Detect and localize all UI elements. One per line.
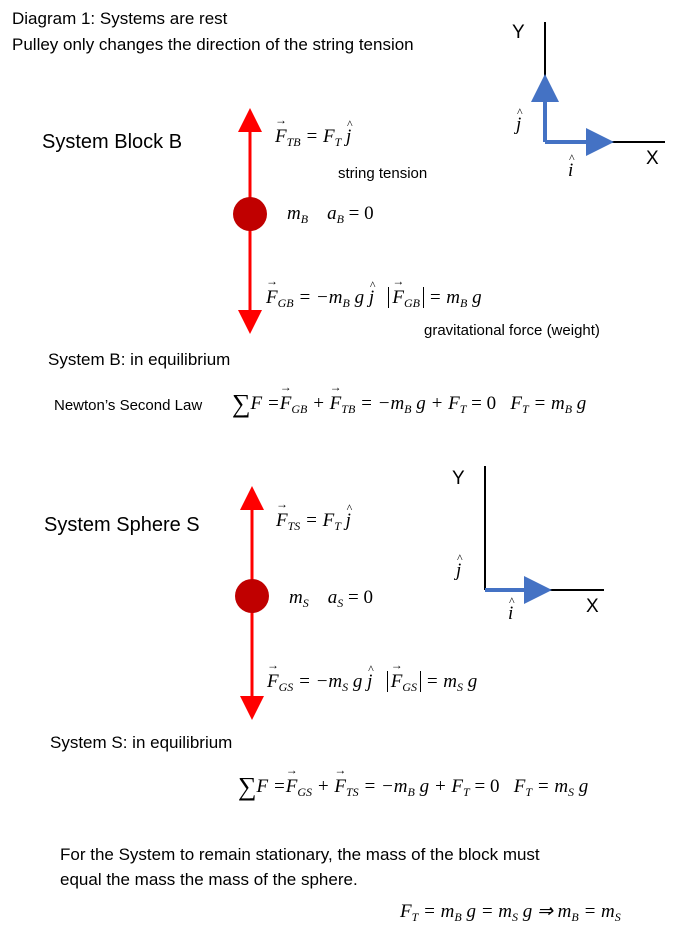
sphere-mass-accel: mS aS = 0 (289, 587, 373, 610)
final-equation: FT = mB g = mS g ⇒ mB = mS (400, 901, 621, 924)
bottom-y-label: Y (452, 468, 465, 489)
top-j-hat-label: j (516, 105, 523, 136)
sphere-tension-equation: FTS = FT j (276, 497, 353, 532)
block-system-title: System Block B (42, 131, 183, 153)
top-i-hat-label: i (568, 151, 575, 182)
sphere-weight-equation: FGS = −mS g j FGS = mS g (267, 658, 477, 693)
block-tension-equation: FTB = FT j (275, 113, 353, 148)
block-mass-accel: mB aB = 0 (287, 203, 374, 226)
block-equilibrium-heading: System B: in equilibrium (48, 350, 231, 369)
block-weight-note: gravitational force (weight) (424, 322, 600, 339)
conclusion-line-2: equal the mass the mass of the sphere. (60, 870, 358, 889)
conclusion-line-1: For the System to remain stationary, the… (60, 845, 540, 864)
sphere-equilibrium-heading: System S: in equilibrium (50, 733, 233, 752)
block-sum-equation: ∑F =FGB + FTB = −mB g + FT = 0 FT = mB g (232, 380, 586, 419)
bottom-x-label: X (586, 596, 599, 617)
header-line-2: Pulley only changes the direction of the… (12, 35, 414, 54)
block-tension-note: string tension (338, 165, 428, 182)
bottom-i-hat-label: i (508, 594, 515, 625)
sphere-system-title: System Sphere S (44, 514, 200, 536)
top-y-label: Y (512, 22, 525, 43)
top-x-label: X (646, 148, 659, 169)
sphere-sum-equation: ∑F =FGS + FTS = −mB g + FT = 0 FT = mS g (238, 763, 588, 802)
bottom-j-hat-label: j (456, 551, 463, 582)
sphere-mass-dot (235, 579, 269, 613)
header-line-1: Diagram 1: Systems are rest (12, 9, 228, 28)
block-weight-equation: FGB = −mB g j FGB = mB g (266, 274, 482, 309)
block-mass-dot (233, 197, 267, 231)
newton-second-law-label: Newton’s Second Law (54, 397, 203, 414)
